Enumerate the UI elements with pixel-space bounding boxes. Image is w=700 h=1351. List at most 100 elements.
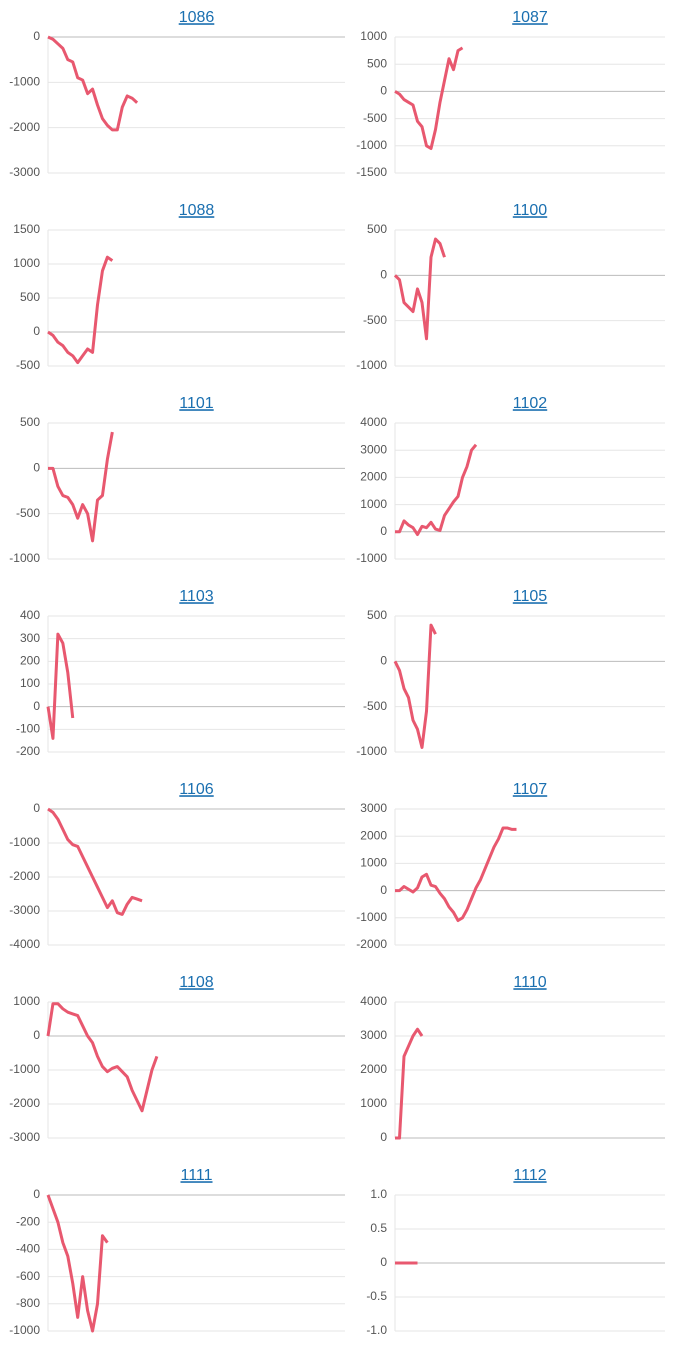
- y-tick-label: -1000: [356, 138, 387, 152]
- y-tick-label: 1500: [13, 222, 40, 236]
- chart-title[interactable]: 1103: [179, 588, 214, 605]
- chart-title[interactable]: 1111: [180, 1167, 212, 1184]
- y-tick-label: 1000: [13, 256, 40, 270]
- y-tick-label: 0: [33, 1187, 40, 1201]
- y-tick-label: 0: [33, 324, 40, 338]
- chart-title[interactable]: 1086: [179, 9, 215, 26]
- y-tick-label: -200: [16, 744, 40, 758]
- y-tick-label: 1.0: [370, 1187, 387, 1201]
- y-tick-label: -3000: [9, 903, 40, 917]
- chart-title[interactable]: 1110: [513, 974, 546, 991]
- y-tick-label: -1000: [356, 910, 387, 924]
- y-tick-label: -500: [363, 699, 387, 713]
- y-tick-label: 0: [380, 84, 387, 98]
- y-tick-label: 0: [380, 1130, 387, 1144]
- y-tick-label: -600: [16, 1269, 40, 1283]
- y-tick-label: 0: [33, 801, 40, 815]
- y-tick-label: 1000: [360, 856, 387, 870]
- chart-title[interactable]: 1106: [179, 781, 214, 798]
- y-tick-label: -1000: [9, 835, 40, 849]
- y-tick-label: 2000: [360, 470, 387, 484]
- y-tick-label: -100: [16, 722, 40, 736]
- chart-title[interactable]: 1100: [513, 202, 548, 219]
- y-tick-label: -2000: [9, 1096, 40, 1110]
- y-tick-label: 500: [367, 222, 387, 236]
- y-tick-label: 0: [380, 654, 387, 668]
- data-line: [46, 632, 75, 740]
- y-tick-label: -1000: [356, 358, 387, 372]
- data-line: [395, 826, 517, 923]
- y-tick-label: 1000: [13, 994, 40, 1008]
- y-tick-label: 500: [367, 608, 387, 622]
- y-tick-label: -500: [16, 358, 40, 372]
- chart-title[interactable]: 1101: [179, 395, 214, 412]
- y-tick-label: 3000: [360, 1028, 387, 1042]
- data-line: [393, 237, 446, 341]
- chart-title[interactable]: 1112: [513, 1167, 546, 1184]
- y-tick-label: -0.5: [366, 1289, 387, 1303]
- y-tick-label: 0: [380, 524, 387, 538]
- y-tick-label: -2000: [356, 937, 387, 951]
- y-tick-label: -1000: [9, 1323, 40, 1337]
- data-line: [46, 1194, 109, 1333]
- y-tick-label: -1000: [9, 551, 40, 565]
- data-line: [395, 443, 478, 537]
- y-tick-label: -1000: [356, 744, 387, 758]
- y-tick-label: 500: [20, 415, 40, 429]
- y-tick-label: 4000: [360, 415, 387, 429]
- data-line: [47, 255, 114, 365]
- chart-title[interactable]: 1102: [513, 395, 548, 412]
- y-tick-label: 2000: [360, 828, 387, 842]
- y-tick-label: 1000: [360, 1096, 387, 1110]
- y-tick-label: -800: [16, 1296, 40, 1310]
- data-line: [46, 1002, 159, 1113]
- y-tick-label: -1000: [9, 1062, 40, 1076]
- chart-title[interactable]: 1087: [512, 9, 548, 26]
- y-tick-label: 400: [20, 608, 40, 622]
- y-tick-label: 1000: [360, 29, 387, 43]
- y-tick-label: -2000: [9, 869, 40, 883]
- y-tick-label: 100: [20, 676, 40, 690]
- y-tick-label: 2000: [360, 1062, 387, 1076]
- data-line: [394, 46, 464, 151]
- y-tick-label: 0: [380, 1255, 387, 1269]
- data-line: [393, 623, 437, 749]
- data-line: [48, 431, 114, 543]
- y-tick-label: -400: [16, 1242, 40, 1256]
- y-tick-label: 0: [33, 699, 40, 713]
- data-line: [47, 807, 143, 916]
- chart-title[interactable]: 1088: [179, 202, 215, 219]
- y-tick-label: -200: [16, 1214, 40, 1228]
- y-tick-label: 500: [367, 56, 387, 70]
- y-tick-label: 0: [380, 268, 387, 282]
- y-tick-label: 500: [20, 290, 40, 304]
- y-tick-label: -1000: [9, 75, 40, 89]
- y-tick-label: -2000: [9, 120, 40, 134]
- y-tick-label: 0: [33, 1028, 40, 1042]
- y-tick-label: -1500: [356, 165, 387, 179]
- y-tick-label: -1000: [356, 551, 387, 565]
- y-tick-label: 4000: [360, 994, 387, 1008]
- y-tick-label: -4000: [9, 937, 40, 951]
- y-tick-label: 0: [380, 883, 387, 897]
- y-tick-label: 3000: [360, 801, 387, 815]
- y-tick-label: 0.5: [370, 1221, 387, 1235]
- chart-title[interactable]: 1105: [513, 588, 548, 605]
- y-tick-label: 200: [20, 654, 40, 668]
- chart-title[interactable]: 1107: [513, 781, 548, 798]
- y-tick-label: -3000: [9, 165, 40, 179]
- chart-title[interactable]: 1108: [179, 974, 214, 991]
- data-line: [395, 1027, 424, 1140]
- y-tick-label: 3000: [360, 442, 387, 456]
- y-tick-label: 0: [33, 461, 40, 475]
- y-tick-label: -1.0: [366, 1323, 387, 1337]
- y-tick-label: 0: [33, 29, 40, 43]
- y-tick-label: 1000: [360, 497, 387, 511]
- y-tick-label: -500: [363, 313, 387, 327]
- data-line: [47, 35, 139, 132]
- y-tick-label: -3000: [9, 1130, 40, 1144]
- y-tick-label: -500: [363, 111, 387, 125]
- y-tick-label: -500: [16, 506, 40, 520]
- y-tick-label: 300: [20, 631, 40, 645]
